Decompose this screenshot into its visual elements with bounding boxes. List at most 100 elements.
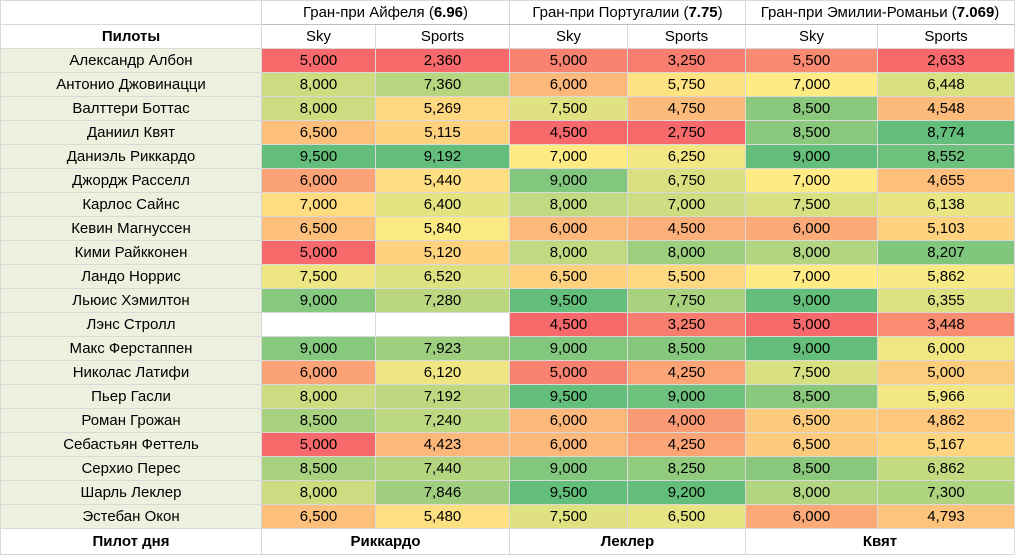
driver-name-cell[interactable]: Роман Грожан bbox=[0, 408, 262, 433]
score-cell-sports[interactable]: 6,500 bbox=[627, 504, 746, 529]
driver-of-the-day-label[interactable]: Пилот дня bbox=[0, 528, 262, 555]
driver-name-cell[interactable]: Себастьян Феттель bbox=[0, 432, 262, 457]
score-cell-sports[interactable]: 4,423 bbox=[375, 432, 510, 457]
score-cell-sky[interactable]: 6,500 bbox=[745, 432, 878, 457]
score-cell-sky[interactable]: 8,000 bbox=[261, 480, 376, 505]
driver-name-cell[interactable]: Лэнс Стролл bbox=[0, 312, 262, 337]
source-header-sports[interactable]: Sports bbox=[877, 24, 1015, 49]
score-cell-sports[interactable]: 7,846 bbox=[375, 480, 510, 505]
score-cell-sports[interactable]: 7,240 bbox=[375, 408, 510, 433]
score-cell-sports[interactable]: 6,400 bbox=[375, 192, 510, 217]
score-cell-sports[interactable]: 4,250 bbox=[627, 432, 746, 457]
race-title-emilia-romagna[interactable]: Гран-при Эмилии-Романьи (7.069) bbox=[745, 0, 1015, 25]
score-cell-sports[interactable]: 5,103 bbox=[877, 216, 1015, 241]
score-cell-sky[interactable]: 7,500 bbox=[745, 192, 878, 217]
score-cell-sports[interactable]: 9,200 bbox=[627, 480, 746, 505]
driver-name-cell[interactable]: Пьер Гасли bbox=[0, 384, 262, 409]
score-cell-sky[interactable]: 7,500 bbox=[745, 360, 878, 385]
source-header-sports[interactable]: Sports bbox=[375, 24, 510, 49]
score-cell-sports[interactable]: 4,750 bbox=[627, 96, 746, 121]
score-cell-sky[interactable]: 8,000 bbox=[261, 72, 376, 97]
driver-name-cell[interactable]: Валттери Боттас bbox=[0, 96, 262, 121]
score-cell-sky[interactable]: 9,500 bbox=[509, 288, 628, 313]
score-cell-sky[interactable]: 8,000 bbox=[745, 240, 878, 265]
score-cell-sky[interactable]: 6,500 bbox=[745, 408, 878, 433]
driver-of-the-day-eifel[interactable]: Риккардо bbox=[261, 528, 510, 555]
score-cell-sky[interactable]: 7,000 bbox=[745, 72, 878, 97]
score-cell-sky[interactable]: 6,000 bbox=[261, 168, 376, 193]
score-cell-sports[interactable]: 4,250 bbox=[627, 360, 746, 385]
driver-name-cell[interactable]: Карлос Сайнс bbox=[0, 192, 262, 217]
score-cell-sky[interactable]: 7,000 bbox=[745, 168, 878, 193]
score-cell-sports[interactable]: 5,750 bbox=[627, 72, 746, 97]
score-cell-sky[interactable]: 6,000 bbox=[509, 432, 628, 457]
score-cell-sports[interactable]: 4,548 bbox=[877, 96, 1015, 121]
driver-name-cell[interactable]: Серхио Перес bbox=[0, 456, 262, 481]
score-cell-sky[interactable]: 6,000 bbox=[745, 504, 878, 529]
score-cell-sky[interactable]: 5,000 bbox=[261, 240, 376, 265]
score-cell-sports[interactable]: 7,440 bbox=[375, 456, 510, 481]
blank-corner-cell[interactable] bbox=[0, 0, 262, 25]
score-cell-sky[interactable]: 9,000 bbox=[261, 336, 376, 361]
score-cell-sky[interactable]: 9,500 bbox=[261, 144, 376, 169]
source-header-sky[interactable]: Sky bbox=[509, 24, 628, 49]
score-cell-sky[interactable]: 5,000 bbox=[261, 48, 376, 73]
score-cell-sports[interactable]: 7,750 bbox=[627, 288, 746, 313]
score-cell-sports[interactable]: 4,793 bbox=[877, 504, 1015, 529]
score-cell-sports[interactable]: 8,000 bbox=[627, 240, 746, 265]
score-cell-sky[interactable]: 6,500 bbox=[509, 264, 628, 289]
score-cell-sky[interactable]: 9,000 bbox=[745, 288, 878, 313]
score-cell-sky[interactable]: 6,500 bbox=[261, 120, 376, 145]
source-header-sports[interactable]: Sports bbox=[627, 24, 746, 49]
score-cell-sports[interactable]: 5,862 bbox=[877, 264, 1015, 289]
driver-of-the-day-portugal[interactable]: Леклер bbox=[509, 528, 746, 555]
score-cell-sky[interactable]: 7,500 bbox=[261, 264, 376, 289]
score-cell-sky[interactable]: 9,000 bbox=[509, 168, 628, 193]
score-cell-sports[interactable]: 6,750 bbox=[627, 168, 746, 193]
score-cell-sports[interactable]: 3,250 bbox=[627, 48, 746, 73]
score-cell-sports[interactable]: 4,000 bbox=[627, 408, 746, 433]
score-cell-sports[interactable]: 7,923 bbox=[375, 336, 510, 361]
score-cell-sky[interactable]: 8,500 bbox=[745, 456, 878, 481]
score-cell-sky[interactable]: 5,000 bbox=[509, 48, 628, 73]
score-cell-sky[interactable]: 7,000 bbox=[261, 192, 376, 217]
score-cell-sports[interactable]: 4,500 bbox=[627, 216, 746, 241]
driver-name-cell[interactable]: Даниил Квят bbox=[0, 120, 262, 145]
score-cell-sports[interactable]: 4,862 bbox=[877, 408, 1015, 433]
race-title-portugal[interactable]: Гран-при Португалии (7.75) bbox=[509, 0, 746, 25]
source-header-sky[interactable]: Sky bbox=[261, 24, 376, 49]
score-cell-sports[interactable]: 6,355 bbox=[877, 288, 1015, 313]
score-cell-sports[interactable]: 6,000 bbox=[877, 336, 1015, 361]
score-cell-sky[interactable]: 8,500 bbox=[745, 384, 878, 409]
score-cell-sky[interactable]: 7,500 bbox=[509, 96, 628, 121]
drivers-column-header[interactable]: Пилоты bbox=[0, 24, 262, 49]
score-cell-sky[interactable]: 5,000 bbox=[509, 360, 628, 385]
score-cell-sports[interactable]: 7,300 bbox=[877, 480, 1015, 505]
score-cell-sports[interactable]: 6,138 bbox=[877, 192, 1015, 217]
score-cell-sky[interactable]: 9,000 bbox=[509, 456, 628, 481]
score-cell-sky[interactable]: 4,500 bbox=[509, 120, 628, 145]
score-cell-sky[interactable]: 9,000 bbox=[745, 336, 878, 361]
score-cell-sky[interactable]: 7,500 bbox=[509, 504, 628, 529]
driver-name-cell[interactable]: Николас Латифи bbox=[0, 360, 262, 385]
score-cell-sports[interactable]: 5,440 bbox=[375, 168, 510, 193]
score-cell-sky[interactable]: 9,000 bbox=[509, 336, 628, 361]
score-cell-sports[interactable]: 4,655 bbox=[877, 168, 1015, 193]
score-cell-sports[interactable]: 7,000 bbox=[627, 192, 746, 217]
score-cell-sky[interactable]: 8,500 bbox=[261, 408, 376, 433]
driver-name-cell[interactable]: Эстебан Окон bbox=[0, 504, 262, 529]
score-cell-sky[interactable]: 6,000 bbox=[745, 216, 878, 241]
score-cell-sports[interactable]: 5,840 bbox=[375, 216, 510, 241]
score-cell-sports[interactable]: 3,250 bbox=[627, 312, 746, 337]
driver-name-cell[interactable]: Джордж Расселл bbox=[0, 168, 262, 193]
score-cell-sky[interactable]: 8,000 bbox=[745, 480, 878, 505]
score-cell-sports[interactable]: 5,120 bbox=[375, 240, 510, 265]
score-cell-sports[interactable]: 9,000 bbox=[627, 384, 746, 409]
score-cell-sports[interactable]: 2,360 bbox=[375, 48, 510, 73]
score-cell-sky[interactable]: 9,500 bbox=[509, 384, 628, 409]
score-cell-sky[interactable]: 8,000 bbox=[509, 192, 628, 217]
score-cell-sports[interactable]: 5,167 bbox=[877, 432, 1015, 457]
score-cell-sky[interactable]: 8,500 bbox=[745, 120, 878, 145]
score-cell-sports[interactable]: 2,633 bbox=[877, 48, 1015, 73]
score-cell-sky[interactable]: 9,000 bbox=[745, 144, 878, 169]
